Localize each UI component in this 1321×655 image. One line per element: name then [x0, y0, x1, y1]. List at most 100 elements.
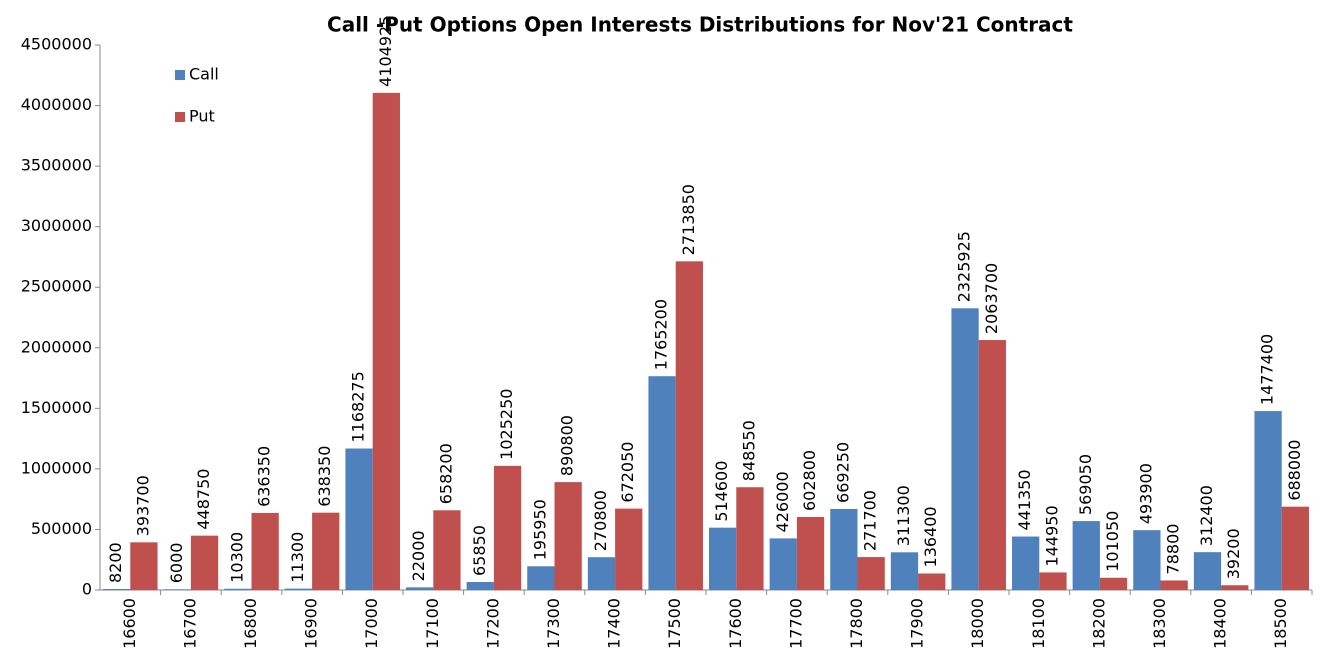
data-label: 1168275 [349, 371, 368, 442]
x-tick-label: 16900 [302, 598, 321, 649]
data-label: 1477400 [1258, 334, 1277, 405]
bar [493, 465, 522, 590]
x-tick-label: 16800 [241, 598, 260, 649]
x-tick-label: 17200 [483, 598, 502, 649]
bar [224, 588, 252, 590]
data-label: 136400 [921, 506, 940, 567]
data-label: 2325925 [955, 231, 974, 302]
x-tick-label: 17100 [423, 598, 442, 649]
bar [857, 557, 885, 590]
bar [769, 538, 797, 590]
x-tick-label: 17700 [786, 598, 805, 649]
data-label: 8200 [106, 542, 125, 583]
bar [1133, 530, 1161, 590]
bar [709, 527, 737, 590]
data-label: 11300 [288, 532, 307, 583]
data-label: 393700 [133, 475, 152, 536]
y-tick-label: 2000000 [21, 337, 92, 356]
legend-swatch [175, 112, 185, 122]
bar [433, 510, 461, 590]
x-tick-label: 17300 [544, 598, 563, 649]
bar [1099, 577, 1128, 590]
data-label: 688000 [1285, 440, 1304, 501]
data-label: 10300 [227, 532, 246, 583]
data-label: 39200 [1224, 528, 1243, 579]
x-tick-label: 18500 [1271, 598, 1290, 649]
x-tick-label: 17000 [362, 598, 381, 649]
x-tick-label: 16600 [120, 598, 139, 649]
x-tick-label: 17600 [726, 598, 745, 649]
legend-swatch [175, 70, 185, 80]
data-label: 514600 [712, 461, 731, 522]
y-tick-label: 4000000 [21, 95, 92, 114]
data-label: 602800 [800, 450, 819, 511]
bar [1193, 552, 1222, 590]
y-tick-label: 3500000 [21, 156, 92, 175]
bar [1221, 585, 1249, 590]
data-label: 672050 [618, 442, 637, 503]
x-tick-label: 17400 [605, 598, 624, 649]
x-tick-label: 16700 [180, 598, 199, 649]
bar [675, 261, 703, 590]
y-tick-label: 0 [82, 580, 92, 599]
y-tick-label: 500000 [31, 519, 92, 538]
bar [830, 508, 858, 590]
data-label: 270800 [591, 490, 610, 551]
chart-title: Call -Put Options Open Interests Distrib… [327, 13, 1073, 37]
bar [978, 340, 1006, 590]
bar [736, 487, 764, 590]
data-label: 441350 [1015, 469, 1034, 530]
bar [466, 582, 494, 590]
x-tick-label: 18200 [1089, 598, 1108, 649]
bar [648, 376, 676, 590]
x-tick-label: 17500 [665, 598, 684, 649]
data-label: 4104925 [376, 16, 395, 87]
data-label: 78800 [1164, 524, 1183, 575]
data-label: 658200 [436, 443, 455, 504]
x-tick-label: 18000 [968, 598, 987, 649]
x-tick-label: 18100 [1029, 598, 1048, 649]
bar [1072, 521, 1100, 590]
bar [615, 508, 643, 590]
data-label: 2063700 [982, 263, 1001, 334]
bar [951, 308, 979, 590]
data-label: 890800 [558, 415, 577, 476]
bar [406, 587, 434, 590]
bar [587, 557, 616, 590]
legend-label: Call [189, 65, 219, 84]
bar [312, 512, 340, 590]
bar [190, 535, 219, 590]
data-label: 1025250 [497, 389, 516, 460]
y-tick-label: 1000000 [21, 458, 92, 477]
bar [163, 589, 191, 590]
legend-label: Put [189, 107, 215, 126]
data-label: 569050 [1076, 454, 1095, 515]
bar [1160, 580, 1188, 590]
data-label: 426000 [773, 471, 792, 532]
x-tick-label: 18300 [1150, 598, 1169, 649]
data-label: 271700 [861, 490, 880, 551]
bar [1281, 506, 1309, 590]
bar [284, 588, 313, 590]
bar [251, 512, 279, 590]
bar [554, 482, 582, 590]
data-label: 1765200 [652, 299, 671, 370]
data-label: 312400 [1197, 485, 1216, 546]
y-tick-label: 1500000 [21, 398, 92, 417]
data-label: 101050 [1103, 511, 1122, 572]
y-tick-label: 4500000 [21, 35, 92, 54]
bar [130, 542, 158, 590]
y-tick-label: 3000000 [21, 216, 92, 235]
bar [890, 552, 919, 590]
data-label: 638350 [315, 446, 334, 507]
x-tick-label: 17800 [847, 598, 866, 649]
data-label: 2713850 [679, 184, 698, 255]
data-label: 448750 [194, 469, 213, 530]
x-tick-label: 18400 [1211, 598, 1230, 649]
bar [527, 566, 555, 590]
data-label: 493900 [1136, 463, 1155, 524]
data-label: 195950 [530, 499, 549, 560]
bar [918, 573, 946, 590]
bar [1039, 572, 1067, 590]
bar [796, 516, 825, 590]
